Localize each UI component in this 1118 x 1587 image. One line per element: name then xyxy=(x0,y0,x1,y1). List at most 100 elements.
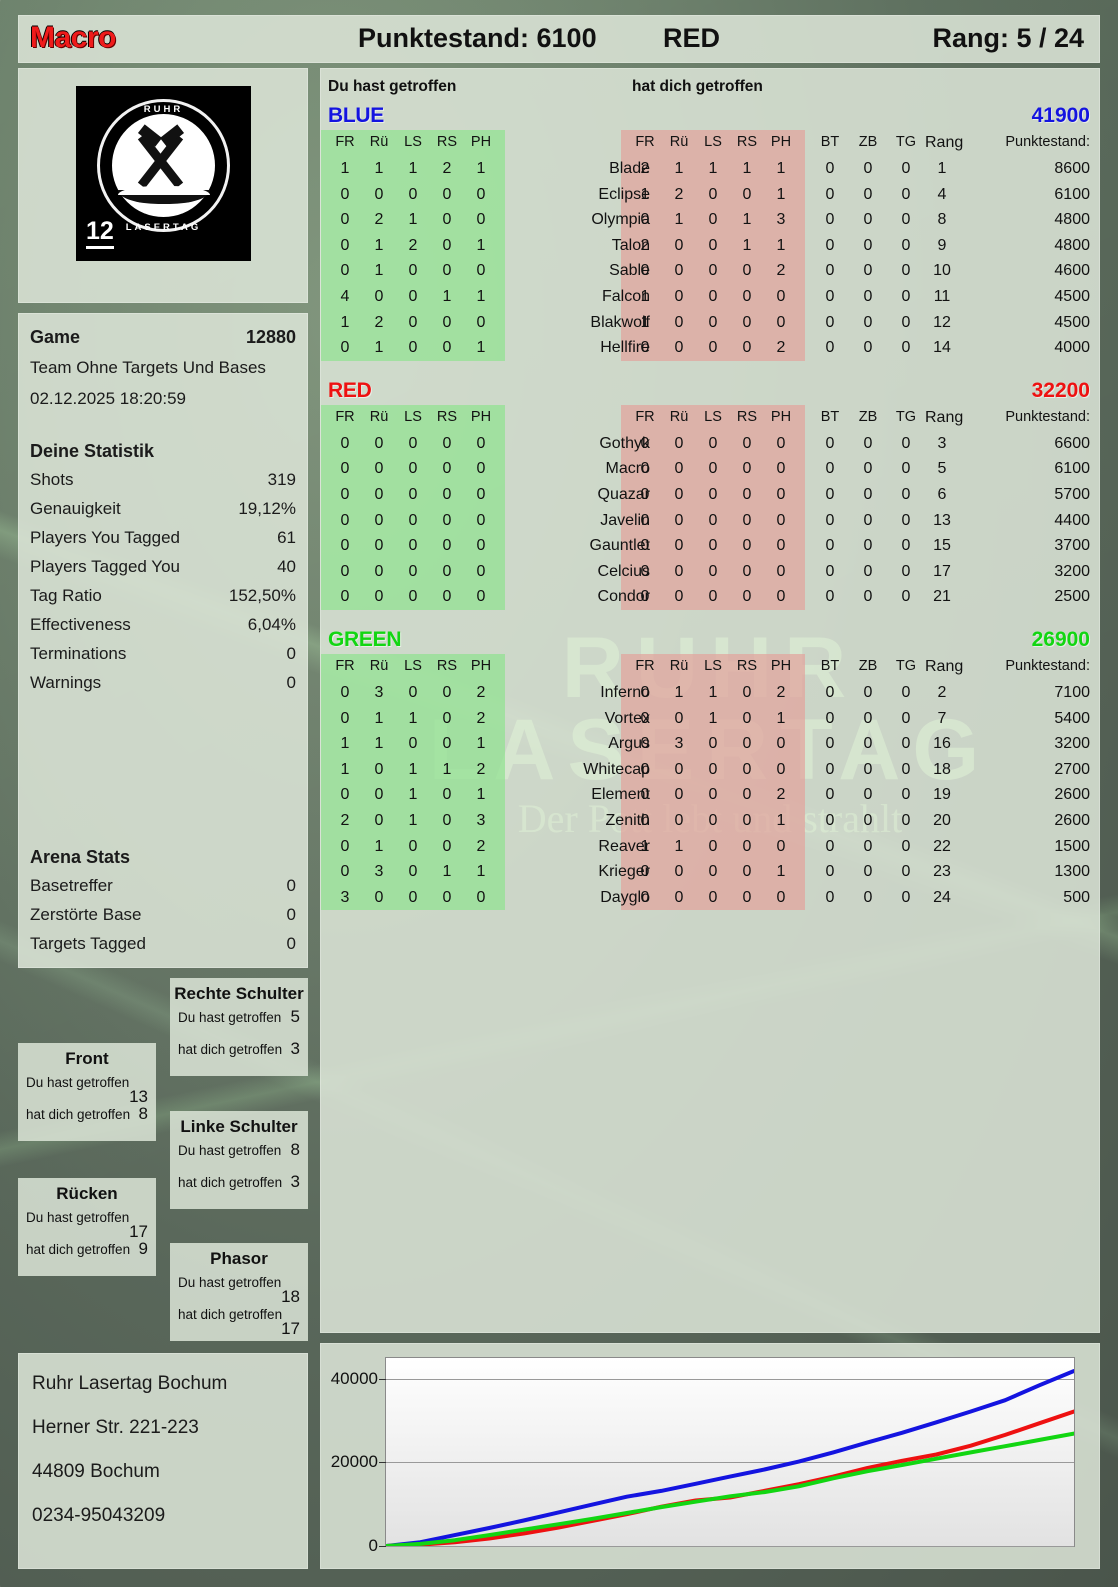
cell-hit-you: 2 xyxy=(776,684,786,701)
col-header-left-LS: LS xyxy=(404,408,422,425)
cell-arena: 0 xyxy=(901,786,911,804)
col-header-left-LS: LS xyxy=(404,658,422,674)
col-header-punktestand: Punktestand: xyxy=(1005,134,1090,150)
col-header-left-RS: RS xyxy=(436,658,458,674)
cell-arena: 0 xyxy=(863,262,873,280)
cell-you-hit: 0 xyxy=(374,760,384,778)
cell-score: 8600 xyxy=(1054,160,1090,177)
cell-hit-you: 0 xyxy=(708,185,718,203)
cell-rank: 23 xyxy=(933,863,951,881)
cell-hit-you: 0 xyxy=(640,486,650,503)
cell-you-hit: 0 xyxy=(340,486,350,503)
cell-you-hit: 0 xyxy=(476,262,486,280)
ruhr-lasertag-logo-icon: RUHR LASERTAG 12 xyxy=(76,86,251,261)
cell-you-hit: 0 xyxy=(340,434,350,452)
stat-row: Effectiveness 6,04% xyxy=(30,615,296,635)
cell-you-hit: 0 xyxy=(442,837,452,855)
cell-score: 5400 xyxy=(1054,709,1090,727)
cell-hit-you: 0 xyxy=(742,185,752,203)
cell-arena: 0 xyxy=(863,339,873,357)
hitzone-got-row: hat dich getroffen 8 xyxy=(26,1104,148,1123)
col-header-right-RS: RS xyxy=(736,134,758,150)
col-header-right-LS: LS xyxy=(704,408,722,425)
cell-hit-you: 0 xyxy=(742,684,752,701)
you-hit-band xyxy=(321,130,505,361)
cell-rank: 19 xyxy=(933,786,951,804)
address-line: Ruhr Lasertag Bochum xyxy=(32,1373,228,1394)
cell-hit-you: 0 xyxy=(708,786,718,804)
col-header-left-PH: PH xyxy=(470,134,492,150)
cell-arena: 0 xyxy=(863,812,873,829)
cell-score: 3700 xyxy=(1054,537,1090,555)
cell-hit-you: 1 xyxy=(640,288,650,305)
player-name-cell: Blade xyxy=(609,160,650,177)
cell-hit-you: 0 xyxy=(708,588,718,606)
cell-arena: 0 xyxy=(825,812,835,829)
cell-you-hit: 0 xyxy=(442,434,452,452)
cell-you-hit: 0 xyxy=(340,588,350,606)
cell-you-hit: 1 xyxy=(408,160,418,177)
col-header-ZB: ZB xyxy=(858,658,878,674)
cell-hit-you: 0 xyxy=(742,511,752,529)
player-name-cell: Inferno xyxy=(600,684,650,701)
cell-arena: 0 xyxy=(825,434,835,452)
cell-you-hit: 1 xyxy=(408,709,418,727)
col-header-BT: BT xyxy=(820,658,840,674)
chart-ytick-label: 20000 xyxy=(330,1452,378,1472)
player-name-cell: Vortex xyxy=(604,709,650,727)
hitzone-hit-row: Du hast getroffen 8 xyxy=(178,1140,300,1159)
col-header-rang: Rang xyxy=(925,134,964,151)
cell-hit-you: 0 xyxy=(742,562,752,580)
cell-hit-you: 2 xyxy=(776,786,786,804)
cell-you-hit: 0 xyxy=(408,888,418,906)
cell-you-hit: 0 xyxy=(442,786,452,804)
cell-score: 1300 xyxy=(1054,863,1090,881)
cell-you-hit: 0 xyxy=(442,562,452,580)
stat-label: Terminations xyxy=(30,644,127,663)
cell-hit-you: 0 xyxy=(742,434,752,452)
logo-text-bottom: LASERTAG xyxy=(125,222,202,233)
cell-you-hit: 0 xyxy=(408,735,418,753)
col-header-right-PH: PH xyxy=(770,134,792,150)
cell-score: 500 xyxy=(1063,888,1090,906)
stat-label: Tag Ratio xyxy=(30,586,102,605)
cell-arena: 0 xyxy=(863,537,873,555)
cell-you-hit: 1 xyxy=(476,236,486,254)
col-header-right-PH: PH xyxy=(770,408,792,425)
cell-you-hit: 2 xyxy=(408,236,418,254)
cell-arena: 0 xyxy=(825,735,835,753)
col-header-ZB: ZB xyxy=(858,134,878,150)
cell-arena: 0 xyxy=(901,262,911,280)
stat-value: 40 xyxy=(277,557,296,576)
cell-hit-you: 0 xyxy=(776,288,786,305)
cell-hit-you: 0 xyxy=(674,888,684,906)
cell-arena: 0 xyxy=(863,562,873,580)
cell-rank: 12 xyxy=(933,313,951,331)
cell-you-hit: 1 xyxy=(374,236,384,254)
you-hit-band xyxy=(321,404,505,610)
hitzone-got-row: hat dich getroffen 3 xyxy=(178,1039,300,1058)
cell-you-hit: 0 xyxy=(374,588,384,606)
cell-you-hit: 1 xyxy=(476,786,486,804)
stat-heading: Game 12880 xyxy=(30,327,296,348)
cell-you-hit: 0 xyxy=(408,313,418,331)
cell-hit-you: 0 xyxy=(708,760,718,778)
team-name-green: GREEN xyxy=(328,628,402,651)
col-header-left-FR: FR xyxy=(335,658,355,674)
cell-score: 3200 xyxy=(1054,562,1090,580)
cell-arena: 0 xyxy=(825,339,835,357)
cell-hit-you: 0 xyxy=(674,339,684,357)
cell-you-hit: 0 xyxy=(340,786,350,804)
hitzone-front: Front Du hast getroffen 13 hat dich getroff… xyxy=(18,1043,156,1141)
cell-you-hit: 1 xyxy=(476,735,486,753)
chart-tickmark xyxy=(379,1462,386,1464)
hitzone-title: Rechte Schulter xyxy=(174,984,304,1003)
cell-you-hit: 0 xyxy=(476,211,486,229)
cell-hit-you: 1 xyxy=(776,863,786,881)
cell-you-hit: 2 xyxy=(340,812,350,829)
cell-you-hit: 0 xyxy=(408,588,418,606)
col-header-right-LS: LS xyxy=(704,658,722,674)
stat-value: 19,12% xyxy=(238,499,296,518)
player-name-cell: Falcon xyxy=(601,288,650,305)
cell-arena: 0 xyxy=(863,211,873,229)
